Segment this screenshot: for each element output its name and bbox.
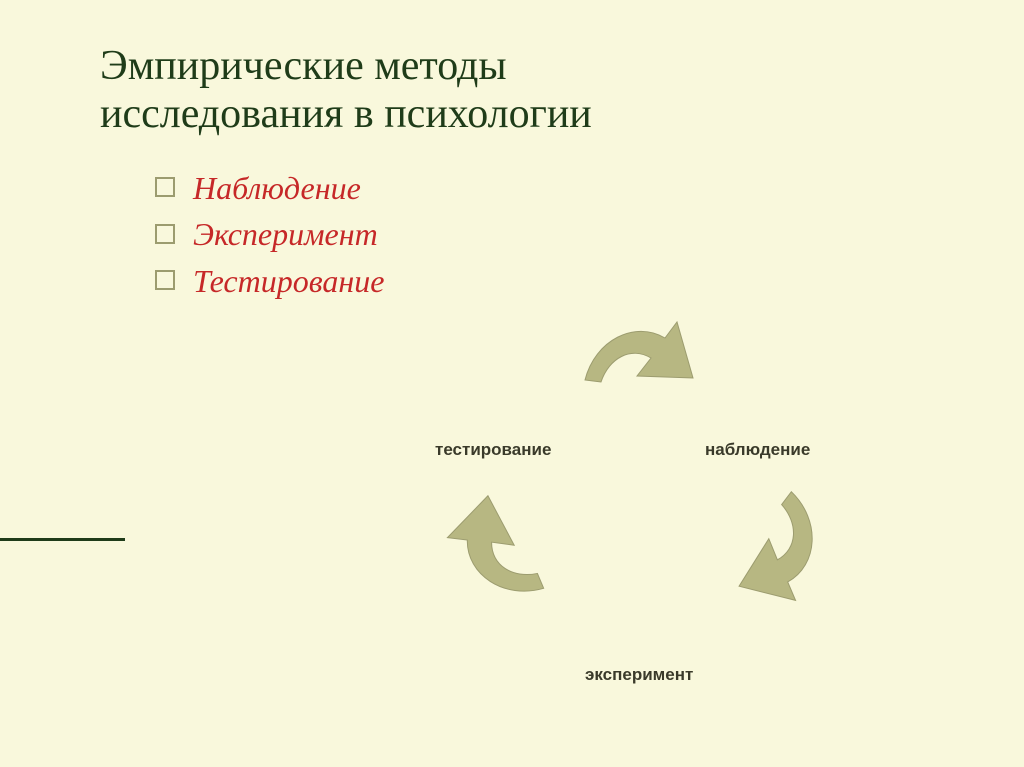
cycle-label-top-left: тестирование xyxy=(435,440,551,460)
accent-line xyxy=(0,538,125,541)
slide-title: Эмпирические методы исследования в психо… xyxy=(100,42,592,139)
arrow-top xyxy=(565,310,705,430)
title-line-1: Эмпирические методы xyxy=(100,43,507,89)
cycle-diagram: тестирование наблюдение эксперимент xyxy=(400,320,870,700)
curved-arrow-icon xyxy=(565,310,705,430)
bullet-item-2: Эксперимент xyxy=(155,211,384,257)
bullet-list: Наблюдение Эксперимент Тестирование xyxy=(155,165,384,304)
bullet-item-3: Тестирование xyxy=(155,258,384,304)
bullet-label: Тестирование xyxy=(193,263,384,299)
arrow-right xyxy=(688,449,862,630)
cycle-label-top-right: наблюдение xyxy=(705,440,810,460)
slide: Эмпирические методы исследования в психо… xyxy=(0,0,1024,767)
bullet-label: Эксперимент xyxy=(193,216,378,252)
arrow-left xyxy=(423,459,597,640)
curved-arrow-icon xyxy=(688,449,862,630)
cycle-label-bottom: эксперимент xyxy=(585,665,693,685)
bullet-label: Наблюдение xyxy=(193,170,361,206)
bullet-item-1: Наблюдение xyxy=(155,165,384,211)
title-line-2: исследования в психологии xyxy=(100,91,592,137)
curved-arrow-icon xyxy=(423,459,597,640)
